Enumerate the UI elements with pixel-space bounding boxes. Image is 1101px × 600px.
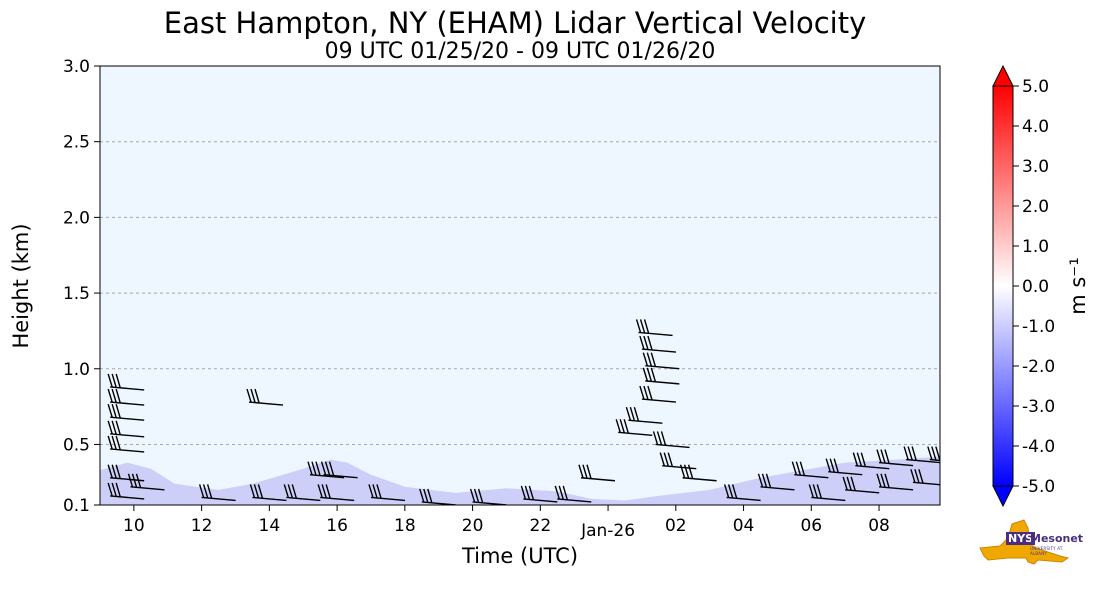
plot-background	[100, 66, 940, 505]
nys-mesonet-logo: NYS Mesonet UNIVERSITY AT ALBANY	[978, 518, 1083, 566]
wind-barb-34	[825, 458, 863, 476]
logo-text-mesonet: Mesonet	[1030, 532, 1084, 545]
wind-barb-25	[642, 352, 680, 370]
wind-barb-0	[107, 373, 145, 391]
x-tick-label-1: 12	[191, 516, 213, 536]
cb-tick-label-9: -4.0	[1022, 437, 1055, 457]
y-tick-label-1: 0.5	[63, 435, 90, 455]
wind-barb-35	[852, 452, 890, 470]
logo-text-university: UNIVERSITY AT ALBANY	[1030, 546, 1063, 556]
y-axis-label: Height (km)	[9, 223, 33, 348]
wind-barb-33	[791, 461, 829, 479]
cb-tick-label-2: 3.0	[1022, 157, 1049, 177]
colorbar: 5.0 4.0 3.0 2.0 1.0 0.0 -1.0 -2.0 -3.0 -4.0 -5.0 m…	[992, 64, 1090, 508]
grid-lines	[100, 141, 940, 445]
wind-barb-12	[249, 484, 287, 502]
wind-barb-6	[107, 482, 145, 500]
wind-barb-21	[615, 419, 653, 437]
cb-tick-label-4: 1.0	[1022, 237, 1049, 257]
x-axis: 10 12 14 16 18 20 22 Jan-26 02 04 06 08	[123, 505, 890, 541]
cb-tick-label-5: 0.0	[1022, 277, 1049, 297]
wind-barb-19	[554, 485, 592, 503]
wind-barb-42	[910, 469, 940, 486]
colorbar-body	[992, 85, 1014, 487]
x-tick-label-2: 14	[259, 516, 281, 536]
wind-barb-32	[757, 473, 795, 491]
wind-barb-26	[639, 335, 676, 353]
cb-tick-label-7: -2.0	[1022, 357, 1055, 377]
x-tick-label-7: Jan-26	[580, 521, 635, 541]
wind-barb-39	[808, 484, 846, 502]
x-tick-label-11: 08	[868, 516, 890, 536]
wind-barb-40	[842, 476, 880, 494]
wind-barb-37	[903, 446, 940, 464]
y-tick-label-3: 1.5	[63, 284, 90, 304]
wind-barb-22	[625, 407, 663, 424]
colorbar-label: m s⁻¹	[1066, 257, 1090, 315]
wind-barb-20	[578, 464, 616, 482]
y-tick-label-5: 2.5	[63, 133, 90, 153]
wind-barb-18	[520, 485, 558, 503]
y-tick-label-4: 2.0	[63, 208, 90, 228]
cb-tick-label-3: 2.0	[1022, 197, 1049, 217]
x-tick-label-8: 02	[665, 516, 687, 536]
colorbar-extend-max	[992, 64, 1014, 87]
colorbar-extend-min	[992, 485, 1014, 508]
y-tick-label-0: 0.1	[63, 496, 90, 516]
cb-tick-label-10: -5.0	[1022, 477, 1055, 497]
cb-tick-label-0: 5.0	[1022, 77, 1049, 97]
wind-barb-41	[876, 473, 914, 491]
cb-tick-label-1: 4.0	[1022, 117, 1049, 137]
wind-barb-23	[639, 385, 676, 403]
chart-title: East Hampton, NY (EHAM) Lidar Vertical V…	[164, 6, 867, 40]
wind-barb-8	[246, 388, 284, 406]
wind-barb-36	[876, 449, 914, 467]
wind-barb-24	[642, 367, 680, 385]
y-tick-label-6: 3.0	[63, 57, 90, 77]
wind-barb-2	[107, 403, 145, 421]
y-tick-label-2: 1.0	[63, 360, 90, 380]
wind-barb-17	[469, 488, 507, 505]
x-tick-label-0: 10	[123, 516, 145, 536]
x-tick-label-10: 06	[800, 516, 822, 536]
wind-barb-31	[723, 484, 761, 502]
x-tick-label-5: 20	[462, 516, 484, 536]
x-tick-label-4: 18	[394, 516, 416, 536]
wind-barb-4	[107, 435, 145, 453]
y-axis: 0.1 0.5 1.0 1.5 2.0 2.5 3.0	[63, 57, 100, 516]
x-tick-label-6: 22	[530, 516, 552, 536]
x-tick-label-3: 16	[326, 516, 348, 536]
cb-tick-label-8: -3.0	[1022, 397, 1055, 417]
colorbar-ticks: 5.0 4.0 3.0 2.0 1.0 0.0 -1.0 -2.0 -3.0 -4.0 -5.0	[1013, 77, 1055, 497]
chart-subtitle: 09 UTC 01/25/20 - 09 UTC 01/26/20	[325, 39, 716, 64]
wind-barb-1	[107, 388, 145, 406]
wind-barb-10	[320, 461, 358, 479]
cb-tick-label-6: -1.0	[1022, 317, 1055, 337]
wind-barb-13	[283, 484, 321, 502]
x-axis-label: Time (UTC)	[461, 544, 578, 568]
wind-barb-28	[652, 431, 690, 449]
wind-barb-16	[419, 488, 456, 505]
wind-barb-7	[127, 473, 165, 491]
wind-barb-29	[659, 452, 697, 470]
wind-barb-14	[317, 484, 355, 502]
wind-barb-30	[679, 464, 717, 482]
wind-barb-3	[107, 420, 145, 438]
logo-text-nys: NYS	[1006, 532, 1036, 545]
wind-barb-38	[927, 446, 940, 462]
wind-barb-15	[368, 484, 406, 502]
wind-barb-9	[307, 461, 345, 479]
plot-frame	[99, 65, 941, 506]
wind-barbs	[107, 319, 940, 505]
wind-barb-11	[198, 484, 236, 502]
x-tick-label-9: 04	[733, 516, 755, 536]
wind-barb-27	[635, 319, 673, 337]
